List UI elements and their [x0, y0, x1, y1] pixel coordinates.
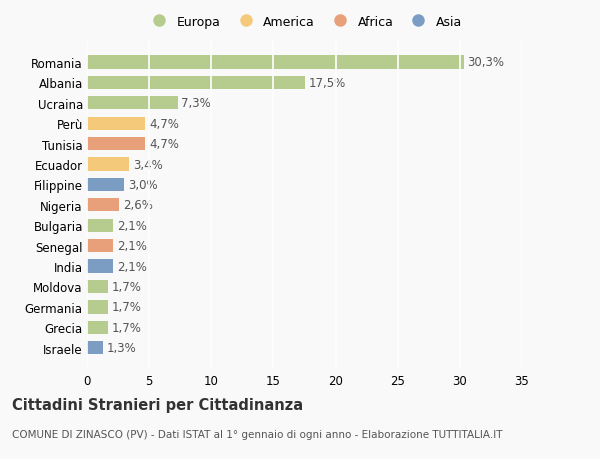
- Text: 2,1%: 2,1%: [117, 240, 147, 252]
- Text: 7,3%: 7,3%: [181, 97, 211, 110]
- Bar: [87, 118, 145, 130]
- Bar: [87, 138, 145, 151]
- Bar: [87, 158, 129, 171]
- Text: 3,0%: 3,0%: [128, 179, 158, 191]
- Bar: [87, 199, 119, 212]
- Bar: [87, 260, 113, 273]
- Text: 4,7%: 4,7%: [149, 138, 179, 151]
- Text: 1,7%: 1,7%: [112, 321, 142, 334]
- Bar: [87, 56, 464, 69]
- Text: 1,7%: 1,7%: [112, 280, 142, 293]
- Text: 3,4%: 3,4%: [133, 158, 163, 171]
- Text: 2,1%: 2,1%: [117, 219, 147, 232]
- Legend: Europa, America, Africa, Asia: Europa, America, Africa, Asia: [147, 16, 462, 28]
- Bar: [87, 97, 178, 110]
- Bar: [87, 321, 108, 334]
- Text: 17,5%: 17,5%: [308, 77, 346, 90]
- Bar: [87, 301, 108, 314]
- Text: 4,7%: 4,7%: [149, 118, 179, 130]
- Text: Cittadini Stranieri per Cittadinanza: Cittadini Stranieri per Cittadinanza: [12, 397, 303, 412]
- Text: 30,3%: 30,3%: [467, 56, 505, 69]
- Bar: [87, 341, 103, 354]
- Text: 2,6%: 2,6%: [123, 199, 153, 212]
- Bar: [87, 280, 108, 293]
- Bar: [87, 219, 113, 232]
- Text: 1,7%: 1,7%: [112, 301, 142, 313]
- Text: 1,3%: 1,3%: [107, 341, 137, 354]
- Text: 2,1%: 2,1%: [117, 260, 147, 273]
- Bar: [87, 77, 305, 90]
- Bar: [87, 179, 124, 192]
- Text: COMUNE DI ZINASCO (PV) - Dati ISTAT al 1° gennaio di ogni anno - Elaborazione TU: COMUNE DI ZINASCO (PV) - Dati ISTAT al 1…: [12, 429, 503, 439]
- Bar: [87, 240, 113, 253]
